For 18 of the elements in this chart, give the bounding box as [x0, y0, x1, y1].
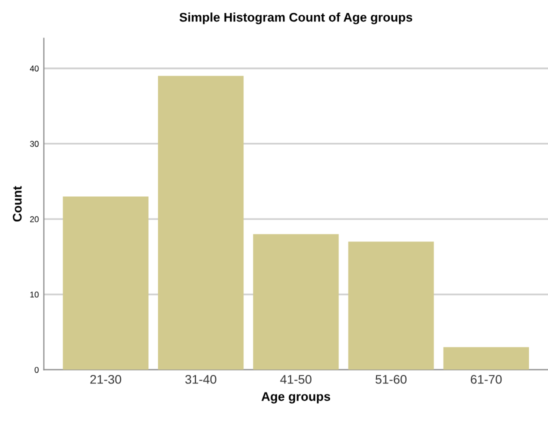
- x-tick-label: 61-70: [470, 374, 502, 384]
- x-tick-label: 31-40: [185, 374, 216, 384]
- y-tick-label: 20: [30, 216, 39, 222]
- bar: [348, 242, 434, 370]
- y-axis-title: Count: [12, 186, 22, 222]
- bar: [62, 196, 148, 370]
- bar: [443, 347, 529, 370]
- bar: [253, 234, 339, 370]
- bar: [158, 76, 244, 370]
- chart-title: Simple Histogram Count of Age groups: [180, 12, 412, 24]
- x-tick-label: 41-50: [280, 374, 312, 384]
- x-axis-title: Age groups: [262, 392, 330, 404]
- y-tick-label: 10: [30, 292, 39, 298]
- x-tick-label: 21-30: [90, 374, 122, 384]
- y-tick-label: 30: [30, 140, 39, 147]
- y-tick-label: 0: [34, 366, 39, 373]
- x-tick-label: 51-60: [376, 374, 407, 384]
- y-tick-label: 40: [30, 66, 39, 72]
